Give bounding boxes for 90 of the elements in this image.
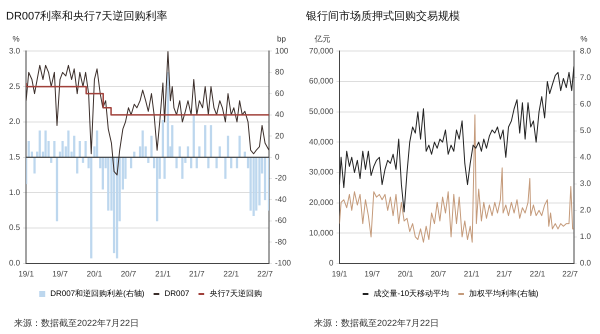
y-tick-label: 70,000 (309, 46, 334, 56)
bar (178, 146, 181, 158)
x-tick-label: 19/1 (18, 269, 34, 278)
y-tick-label: 0.5 (8, 223, 21, 232)
legend-label: 成交量-10天移动平均 (374, 289, 450, 298)
bar (84, 141, 87, 158)
y2-tick-label: 3.0 (580, 179, 592, 188)
x-tick-label: 22/7 (257, 269, 274, 278)
y2-tick-label: 4.0 (580, 152, 592, 162)
bar (207, 157, 210, 168)
bar (190, 157, 192, 168)
y2-tick-label: -80 (274, 237, 288, 246)
source-note: 来源：数据截至2022年7月22日 (14, 318, 140, 328)
bar (38, 130, 41, 158)
x-tick-label: 19/7 (364, 269, 380, 278)
y-tick-label: 1.0 (8, 188, 21, 197)
y2-tick-label: 20 (274, 131, 284, 140)
bar (142, 130, 144, 158)
y-tick-label: 0.0 (8, 258, 21, 268)
y2-tick-label: 40 (274, 110, 284, 120)
y2-tick-label: 2.0 (580, 206, 592, 215)
y2-tick-label: 100 (274, 46, 289, 56)
legend-label: 央行7天逆回购 (209, 289, 262, 298)
x-tick-label: 19/1 (332, 269, 348, 278)
x-tick-label: 22/7 (562, 269, 578, 278)
y-tick-label: 2.0 (8, 117, 21, 126)
y2-tick-label: 60 (274, 88, 284, 98)
bar (230, 157, 232, 168)
y2-tick-label: 80 (274, 68, 284, 77)
bar (196, 157, 198, 168)
x-tick-label: 21/7 (188, 269, 206, 278)
bar (244, 152, 246, 158)
y2-axis-title: % (580, 34, 588, 44)
y2-tick-label: 6.0 (580, 99, 592, 108)
y2-tick-label: 8.0 (580, 46, 592, 56)
y-tick-label: 2.5 (8, 82, 21, 91)
y-axis-title: 亿元 (314, 34, 331, 44)
bar (78, 141, 81, 158)
x-tick-label: 19/7 (52, 269, 68, 278)
bar (192, 114, 195, 158)
bar (50, 157, 52, 163)
legend-label: 加权平均利率(右轴) (469, 289, 539, 298)
bar (204, 125, 206, 158)
bar (107, 157, 110, 211)
y-tick-label: 40,000 (309, 137, 334, 146)
y-tick-label: 30,000 (309, 168, 334, 177)
bar (102, 157, 104, 190)
x-tick-label: 20/7 (120, 269, 137, 278)
y2-tick-label: 7.0 (580, 72, 592, 82)
y-tick-label: 50,000 (309, 107, 334, 116)
x-tick-label: 21/1 (464, 269, 480, 278)
y2-tick-label: 0.0 (580, 258, 592, 268)
bar (252, 157, 255, 216)
chart-title: DR007利率和央行7天逆回购利率 (6, 10, 168, 23)
bar (147, 157, 150, 163)
y-axis-title: % (12, 34, 20, 44)
y-tick-label: 0 (329, 258, 334, 268)
bar (73, 136, 76, 158)
bar (171, 125, 174, 158)
x-tick-label: 21/1 (155, 269, 172, 278)
y-tick-label: 1.5 (8, 152, 21, 162)
y-tick-label: 60,000 (309, 76, 334, 86)
legend-label: DR007和逆回购利差(右轴) (50, 289, 145, 298)
bar (76, 157, 78, 174)
bar (218, 146, 221, 158)
x-tick-label: 22/1 (223, 269, 240, 278)
y2-tick-label: -20 (274, 174, 288, 183)
x-tick-label: 21/7 (496, 269, 512, 278)
y2-axis-title: bp (277, 34, 286, 44)
y2-tick-label: -100 (274, 258, 292, 268)
y2-tick-label: 5.0 (580, 126, 592, 135)
bar (90, 157, 92, 258)
source-note: 来源：数据截至2022年7月22日 (314, 318, 440, 328)
y-tick-label: 10,000 (309, 228, 334, 238)
y2-tick-label: -60 (274, 216, 288, 226)
x-tick-label: 20/7 (430, 269, 447, 278)
bar (28, 141, 30, 158)
bar (53, 141, 56, 158)
y2-tick-label: 0 (274, 152, 280, 162)
bar (181, 157, 184, 179)
chart-title: 银行间市场质押式回购交易规模 (305, 10, 460, 23)
x-tick-label: 20/1 (398, 269, 414, 278)
x-tick-label: 20/1 (86, 269, 103, 278)
y2-tick-label: -40 (274, 194, 288, 204)
y-tick-label: 3.0 (8, 46, 21, 56)
y-tick-label: 20,000 (309, 198, 334, 207)
legend-label: DR007 (164, 289, 190, 298)
bar (133, 152, 136, 158)
x-tick-label: 22/1 (530, 269, 546, 278)
y2-tick-label: 1.0 (580, 232, 592, 242)
